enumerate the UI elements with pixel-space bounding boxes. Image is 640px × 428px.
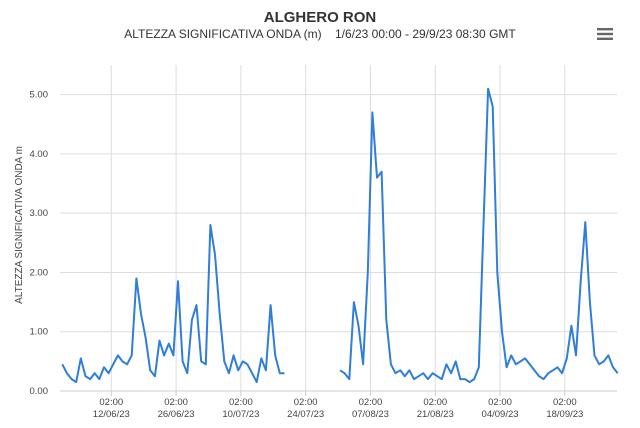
x-tick-time: 02:00 [99, 397, 123, 408]
x-tick-date: 18/09/23 [546, 409, 583, 420]
x-tick-date: 26/06/23 [158, 409, 195, 420]
y-tick-label: 5.00 [30, 90, 49, 101]
x-tick-date: 12/06/23 [93, 409, 130, 420]
x-tick-time: 02:00 [423, 397, 447, 408]
x-tick-date: 07/08/23 [352, 409, 389, 420]
chart-subtitle: ALTEZZA SIGNIFICATIVA ONDA (m) 1/6/23 00… [124, 27, 516, 41]
wave-height-series [61, 87, 619, 384]
x-tick-date: 10/07/23 [222, 409, 259, 420]
series-line-segment [61, 224, 285, 384]
x-gridlines [110, 65, 566, 396]
hamburger-menu-icon[interactable] [595, 26, 615, 42]
x-tick-time: 02:00 [164, 397, 188, 408]
x-tick-time: 02:00 [359, 397, 383, 408]
y-tick-label: 1.00 [30, 327, 49, 338]
y-tick-label: 2.00 [30, 267, 49, 278]
x-tick-time: 02:00 [229, 397, 253, 408]
y-gridlines [60, 94, 617, 333]
x-tick-date: 24/07/23 [287, 409, 324, 420]
y-tick-label: 0.00 [30, 386, 49, 397]
x-tick-date: 04/09/23 [482, 409, 519, 420]
y-tick-label: 3.00 [30, 208, 49, 219]
y-tick-labels: 0.00 1.00 2.00 3.00 4.00 5.00 [30, 90, 49, 397]
x-tick-labels: 02:0012/06/2302:0026/06/2302:0010/07/230… [93, 397, 584, 420]
chart-title: ALGHERO RON [263, 9, 377, 26]
y-tick-label: 4.00 [30, 149, 49, 160]
x-tick-time: 02:00 [488, 397, 512, 408]
x-tick-time: 02:00 [294, 397, 318, 408]
x-tick-date: 21/08/23 [417, 409, 454, 420]
y-axis-title: ALTEZZA SIGNIFICATIVA ONDA m [14, 146, 25, 304]
series-line-segment [339, 87, 619, 384]
x-tick-time: 02:00 [553, 397, 577, 408]
